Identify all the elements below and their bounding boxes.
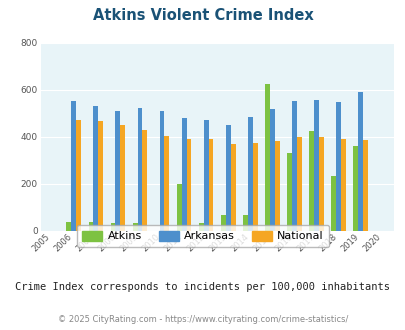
Bar [352,147,357,231]
Bar [230,145,235,231]
Legend: Atkins, Arkansas, National: Atkins, Arkansas, National [77,225,328,247]
Bar [93,106,98,231]
Bar [225,125,230,231]
Bar [142,130,147,231]
Bar [318,137,323,231]
Bar [264,84,269,231]
Text: Crime Index corresponds to incidents per 100,000 inhabitants: Crime Index corresponds to incidents per… [15,282,390,292]
Bar [203,120,208,231]
Bar [247,117,252,231]
Bar [198,223,203,231]
Bar [76,120,81,231]
Bar [291,101,296,231]
Bar [186,139,191,231]
Bar [340,139,345,231]
Bar [220,215,225,231]
Bar [120,125,125,231]
Bar [286,153,291,231]
Bar [269,109,274,231]
Bar [313,100,318,231]
Bar [362,141,367,231]
Bar [309,131,313,231]
Bar [330,176,335,231]
Text: © 2025 CityRating.com - https://www.cityrating.com/crime-statistics/: © 2025 CityRating.com - https://www.city… [58,315,347,324]
Bar [164,136,169,231]
Bar [252,143,257,231]
Bar [208,139,213,231]
Bar [98,121,103,231]
Bar [274,141,279,231]
Bar [88,222,93,231]
Bar [335,102,340,231]
Bar [176,184,181,231]
Bar [115,111,120,231]
Bar [132,223,137,231]
Bar [110,223,115,231]
Text: Atkins Violent Crime Index: Atkins Violent Crime Index [92,8,313,23]
Bar [296,137,301,231]
Bar [357,92,362,231]
Bar [137,108,142,231]
Bar [66,222,71,231]
Bar [181,118,186,231]
Bar [243,215,247,231]
Bar [71,101,76,231]
Bar [159,111,164,231]
